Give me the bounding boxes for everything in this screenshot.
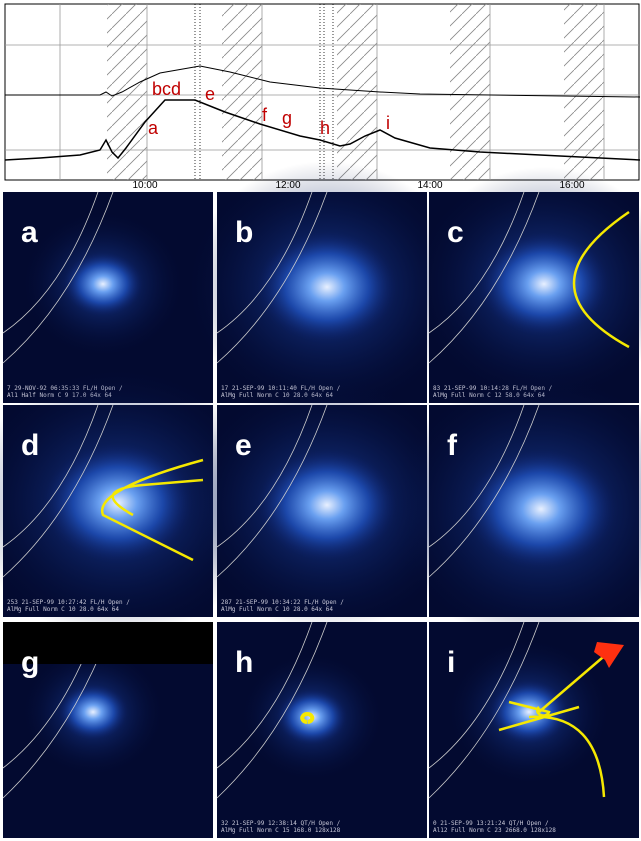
panel-letter: g xyxy=(21,646,39,679)
image-panel: b17 21-SEP-99 10:11:40 FL/H Open /AlMg F… xyxy=(187,161,467,413)
panel-letter: c xyxy=(447,216,464,249)
image-panel: h 32 21-SEP-99 12:38:14 QT/H Open /AlMg F… xyxy=(216,621,427,838)
emission xyxy=(43,443,193,563)
curve-label: e xyxy=(205,84,215,104)
emission xyxy=(63,252,143,316)
image-panel: g xyxy=(2,621,213,838)
curve-label: i xyxy=(386,113,390,133)
limb xyxy=(428,191,540,364)
panel-letter: a xyxy=(21,216,38,249)
loop-sketch xyxy=(100,458,204,562)
panel-caption: 253 21-SEP-99 10:27:42 FL/H Open / xyxy=(7,599,130,606)
limb xyxy=(2,191,114,364)
curve-label: h xyxy=(320,118,330,138)
arrow xyxy=(594,642,624,668)
panel-letter: i xyxy=(447,646,455,679)
image-panel: d 253 21-SEP-99 10:27:42 FL/H Open /AlMg … xyxy=(0,368,268,638)
panel-caption: 32 21-SEP-99 12:38:14 QT/H Open / xyxy=(221,820,341,827)
x-tick-label: 10:00 xyxy=(132,180,157,191)
panel-caption: AlMg Full Norm C 10 28.0 64x 64 xyxy=(7,606,119,613)
loop-sketch xyxy=(300,712,315,724)
limb xyxy=(2,404,114,578)
emission xyxy=(479,232,609,336)
x-tick-label: 14:00 xyxy=(417,180,442,191)
limb xyxy=(216,621,328,799)
limb xyxy=(428,621,540,799)
limb xyxy=(216,191,328,364)
panel-letter: b xyxy=(235,216,253,249)
curve-label: f xyxy=(262,105,268,125)
curve-label: a xyxy=(148,118,159,138)
panel-caption: 287 21-SEP-99 10:34:22 FL/H Open / xyxy=(221,599,344,606)
panel-letter: h xyxy=(235,646,253,679)
image-panel: a7 29-NOV-92 06:35:33 FL/H Open /Al1 Hal… xyxy=(2,191,213,403)
emission xyxy=(257,449,397,561)
curve-label: bcd xyxy=(152,79,181,99)
emission xyxy=(58,684,128,740)
emission xyxy=(489,680,569,744)
image-panel: c83 21-SEP-99 10:14:28 FL/H Open /AlMg F… xyxy=(414,167,641,403)
panel-caption: Al12 Full Norm C 23 2668.0 128x128 xyxy=(433,827,556,834)
panel-caption: AlMg Full Norm C 10 28.0 64x 64 xyxy=(221,606,333,613)
limb xyxy=(428,404,540,578)
panel-letter: d xyxy=(21,429,39,462)
image-panel: f xyxy=(391,374,641,644)
light-curve-plot xyxy=(4,3,641,181)
panel-letter: f xyxy=(447,429,458,462)
limb xyxy=(216,404,328,578)
x-tick-label: 16:00 xyxy=(559,180,584,191)
panel-caption: 0 21-SEP-99 13:21:24 QT/H Open / xyxy=(433,820,549,827)
loop-sketch xyxy=(498,651,610,798)
emission xyxy=(466,449,616,569)
x-tick-label: 12:00 xyxy=(275,180,300,191)
panel-letter: e xyxy=(235,429,252,462)
mask xyxy=(3,622,213,664)
emission xyxy=(257,231,397,343)
image-panel: i 0 21-SEP-99 13:21:24 QT/H Open /Al12 Fu… xyxy=(428,621,639,838)
curve-label: g xyxy=(282,108,292,128)
panel-caption: AlMg Full Norm C 15 168.0 128x128 xyxy=(221,827,341,834)
loop-sketch xyxy=(572,210,630,349)
